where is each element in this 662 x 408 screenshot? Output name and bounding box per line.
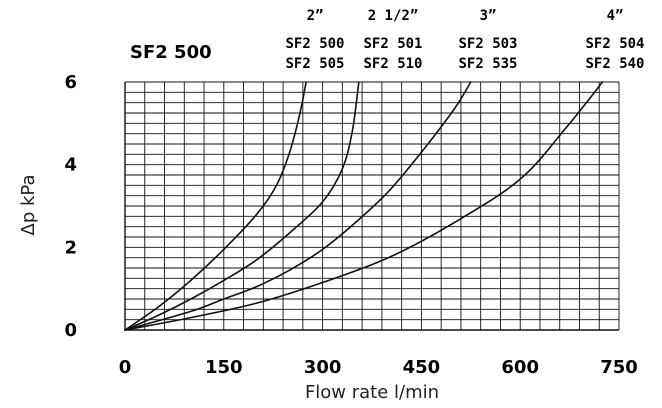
chart-curves <box>124 81 604 331</box>
series-model-label: SF2 503 <box>458 36 517 52</box>
y-tick-label: 6 <box>64 72 77 93</box>
series-model-label: SF2 540 <box>585 56 644 72</box>
series-model-label: SF2 501 <box>363 36 422 52</box>
x-tick-label: 0 <box>119 357 132 378</box>
series-model-label: SF2 500 <box>285 36 344 52</box>
x-axis-label: Flow rate l/min <box>305 382 439 403</box>
series-line <box>124 81 472 331</box>
series-size-label: 4” <box>607 8 624 24</box>
chart-axes <box>124 82 619 331</box>
y-tick-labels: 0 2 4 6 <box>64 72 77 341</box>
series-labels: 2” SF2 500 SF2 505 2 1/2” SF2 501 SF2 51… <box>285 8 644 72</box>
x-tick-label: 300 <box>304 357 342 378</box>
series-label-group: 2 1/2” SF2 501 SF2 510 <box>363 8 422 72</box>
x-tick-label: 750 <box>600 357 638 378</box>
series-model-label: SF2 504 <box>585 36 644 52</box>
series-model-label: SF2 535 <box>458 56 517 72</box>
y-tick-label: 2 <box>64 237 77 258</box>
series-model-label: SF2 505 <box>285 56 344 72</box>
series-size-label: 3” <box>480 8 497 24</box>
y-axis-label: Δp kPa <box>18 175 39 236</box>
x-tick-label: 150 <box>205 357 243 378</box>
chart-title: SF2 500 <box>130 42 212 63</box>
series-label-group: 3” SF2 503 SF2 535 <box>458 8 517 72</box>
series-size-label: 2” <box>307 8 324 24</box>
x-tick-label: 600 <box>501 357 539 378</box>
series-line <box>124 81 360 331</box>
series-model-label: SF2 510 <box>363 56 422 72</box>
series-label-group: 2” SF2 500 SF2 505 <box>285 8 344 72</box>
series-line <box>124 81 307 331</box>
series-size-label: 2 1/2” <box>368 8 419 24</box>
x-tick-labels: 0 150 300 450 600 750 <box>119 357 638 378</box>
y-tick-label: 0 <box>64 320 77 341</box>
series-label-group: 4” SF2 504 SF2 540 <box>585 8 644 72</box>
y-tick-label: 4 <box>64 155 77 176</box>
x-tick-label: 450 <box>403 357 441 378</box>
chart-grid <box>124 81 620 331</box>
series-line <box>124 81 604 331</box>
